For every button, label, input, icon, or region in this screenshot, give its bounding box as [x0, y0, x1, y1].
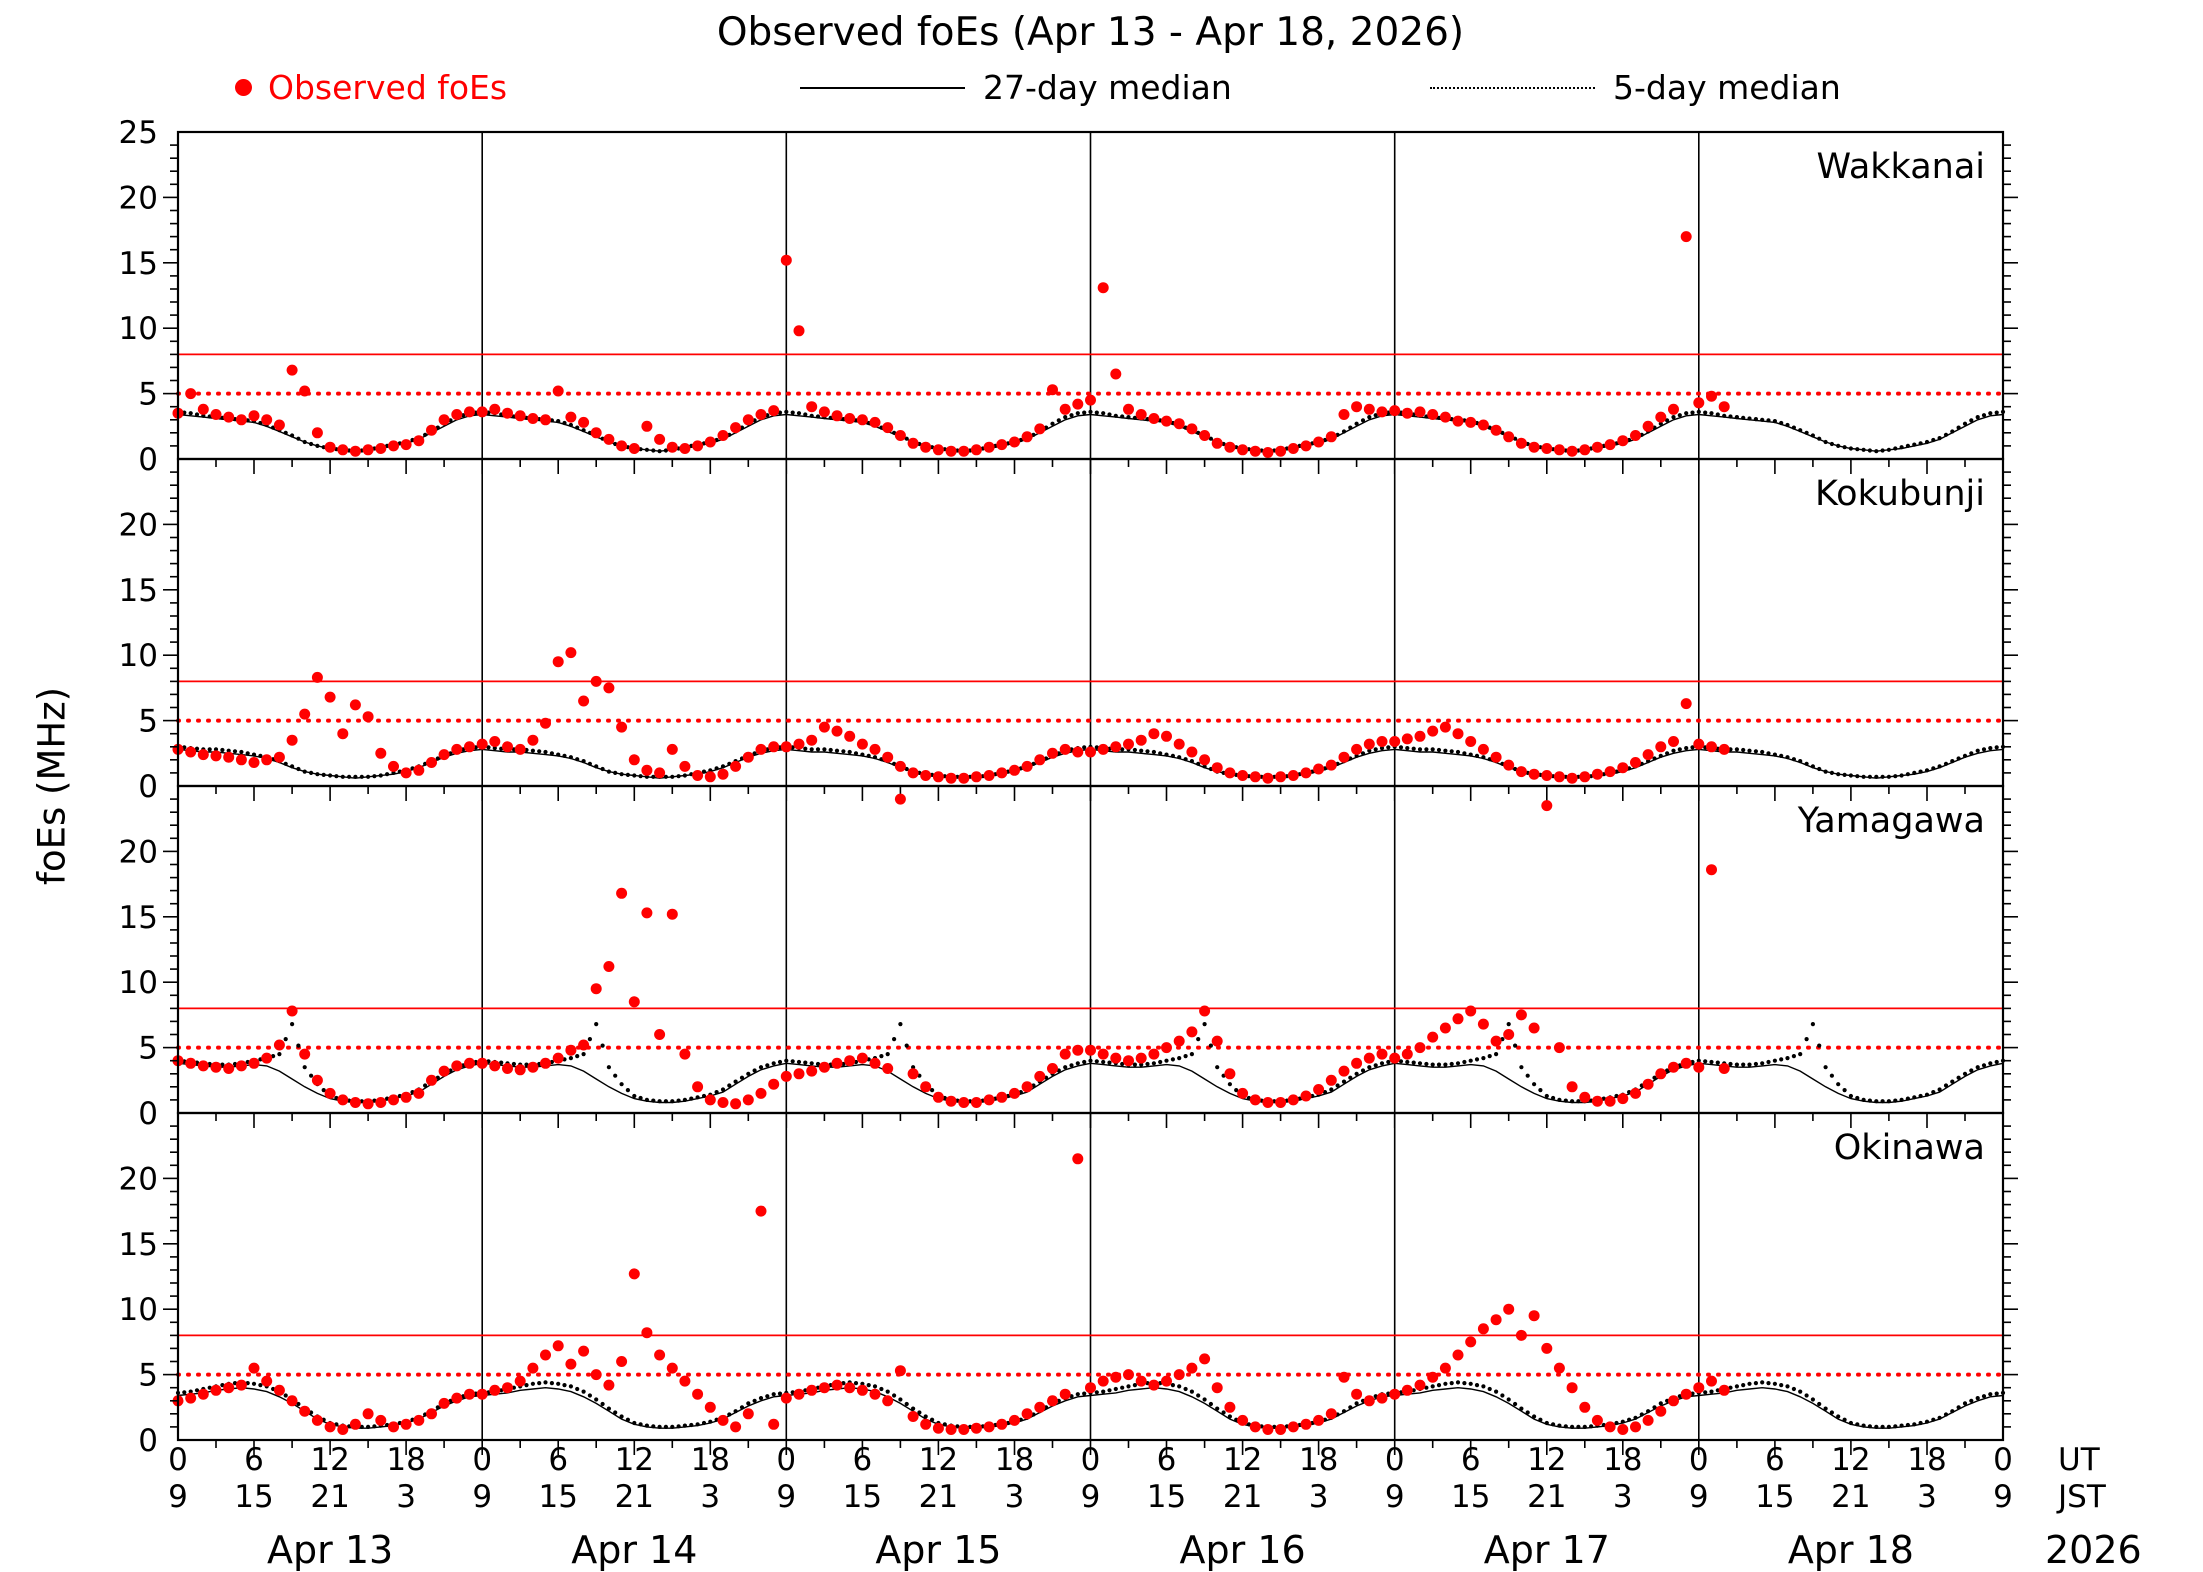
svg-text:21: 21 — [1831, 1479, 1870, 1515]
svg-text:21: 21 — [310, 1479, 349, 1515]
svg-text:12: 12 — [919, 1442, 958, 1478]
svg-text:6: 6 — [1765, 1442, 1785, 1478]
svg-text:5: 5 — [138, 1358, 158, 1394]
svg-text:9: 9 — [1385, 1479, 1405, 1515]
svg-text:10: 10 — [119, 965, 158, 1001]
legend-5day-label: 5-day median — [1613, 68, 1841, 107]
svg-text:0: 0 — [1081, 1442, 1101, 1478]
svg-text:Okinawa: Okinawa — [1834, 1128, 1985, 1168]
svg-text:10: 10 — [119, 1292, 158, 1328]
svg-text:21: 21 — [1223, 1479, 1262, 1515]
svg-text:20: 20 — [119, 180, 158, 216]
svg-text:0: 0 — [168, 1442, 188, 1478]
svg-text:3: 3 — [1005, 1479, 1025, 1515]
svg-text:Yamagawa: Yamagawa — [1797, 801, 1985, 841]
svg-text:5: 5 — [138, 704, 158, 740]
svg-text:18: 18 — [1603, 1442, 1642, 1478]
svg-text:15: 15 — [1451, 1479, 1490, 1515]
svg-text:12: 12 — [1223, 1442, 1262, 1478]
svg-text:10: 10 — [119, 638, 158, 674]
svg-text:18: 18 — [1907, 1442, 1946, 1478]
svg-text:12: 12 — [1831, 1442, 1870, 1478]
svg-text:15: 15 — [119, 900, 158, 936]
svg-text:12: 12 — [615, 1442, 654, 1478]
solid-line-icon — [800, 86, 965, 89]
svg-text:6: 6 — [244, 1442, 264, 1478]
legend-observed-label: Observed foEs — [268, 68, 508, 107]
svg-text:20: 20 — [119, 834, 158, 870]
legend-27day-label: 27-day median — [983, 68, 1232, 107]
svg-text:2026: 2026 — [2045, 1528, 2142, 1572]
svg-text:12: 12 — [1527, 1442, 1566, 1478]
svg-text:6: 6 — [1461, 1442, 1481, 1478]
legend-27day-median: 27-day median — [800, 68, 1232, 107]
svg-text:Wakkanai: Wakkanai — [1816, 147, 1985, 187]
legend-observed: Observed foEs — [235, 68, 507, 107]
legend-5day-median: 5-day median — [1430, 68, 1841, 107]
svg-text:Apr 16: Apr 16 — [1180, 1528, 1306, 1572]
svg-text:Apr 18: Apr 18 — [1788, 1528, 1914, 1572]
svg-text:Apr 15: Apr 15 — [875, 1528, 1001, 1572]
svg-text:9: 9 — [1993, 1479, 2013, 1515]
svg-text:0: 0 — [1689, 1442, 1709, 1478]
svg-text:Apr 14: Apr 14 — [571, 1528, 697, 1572]
svg-text:0: 0 — [138, 769, 158, 805]
svg-text:21: 21 — [919, 1479, 958, 1515]
svg-text:9: 9 — [168, 1479, 188, 1515]
svg-text:5: 5 — [138, 377, 158, 413]
svg-text:25: 25 — [119, 115, 158, 151]
svg-text:9: 9 — [1081, 1479, 1101, 1515]
chart-title: Observed foEs (Apr 13 - Apr 18, 2026) — [716, 10, 1465, 55]
svg-text:0: 0 — [1993, 1442, 2013, 1478]
svg-text:3: 3 — [396, 1479, 416, 1515]
svg-text:0: 0 — [1385, 1442, 1405, 1478]
svg-text:Apr 17: Apr 17 — [1484, 1528, 1610, 1572]
svg-text:10: 10 — [119, 311, 158, 347]
svg-text:0: 0 — [138, 1096, 158, 1132]
svg-text:15: 15 — [234, 1479, 273, 1515]
dashed-line-icon — [1430, 86, 1595, 89]
svg-text:15: 15 — [119, 1227, 158, 1263]
svg-text:0: 0 — [138, 442, 158, 478]
observed-dot-icon — [235, 79, 252, 96]
svg-text:6: 6 — [853, 1442, 873, 1478]
svg-text:0: 0 — [776, 1442, 796, 1478]
svg-text:18: 18 — [995, 1442, 1034, 1478]
svg-text:Kokubunji: Kokubunji — [1815, 474, 1985, 514]
svg-text:0: 0 — [138, 1423, 158, 1459]
svg-text:Apr 13: Apr 13 — [267, 1528, 393, 1572]
svg-text:15: 15 — [1147, 1479, 1186, 1515]
svg-text:3: 3 — [700, 1479, 720, 1515]
svg-text:3: 3 — [1613, 1479, 1633, 1515]
svg-text:6: 6 — [1157, 1442, 1177, 1478]
svg-text:15: 15 — [843, 1479, 882, 1515]
svg-text:6: 6 — [548, 1442, 568, 1478]
svg-text:5: 5 — [138, 1031, 158, 1067]
svg-text:9: 9 — [776, 1479, 796, 1515]
svg-text:15: 15 — [1755, 1479, 1794, 1515]
svg-text:9: 9 — [1689, 1479, 1709, 1515]
svg-text:15: 15 — [119, 246, 158, 282]
svg-text:18: 18 — [386, 1442, 425, 1478]
svg-text:0: 0 — [472, 1442, 492, 1478]
svg-text:21: 21 — [1527, 1479, 1566, 1515]
svg-text:3: 3 — [1917, 1479, 1937, 1515]
svg-text:20: 20 — [119, 1161, 158, 1197]
svg-text:JST: JST — [2056, 1479, 2107, 1515]
svg-text:12: 12 — [310, 1442, 349, 1478]
svg-text:15: 15 — [119, 573, 158, 609]
svg-text:15: 15 — [538, 1479, 577, 1515]
svg-text:3: 3 — [1309, 1479, 1329, 1515]
svg-text:18: 18 — [1299, 1442, 1338, 1478]
svg-text:UT: UT — [2058, 1442, 2101, 1478]
svg-text:20: 20 — [119, 507, 158, 543]
svg-text:21: 21 — [615, 1479, 654, 1515]
svg-text:18: 18 — [691, 1442, 730, 1478]
svg-text:9: 9 — [472, 1479, 492, 1515]
